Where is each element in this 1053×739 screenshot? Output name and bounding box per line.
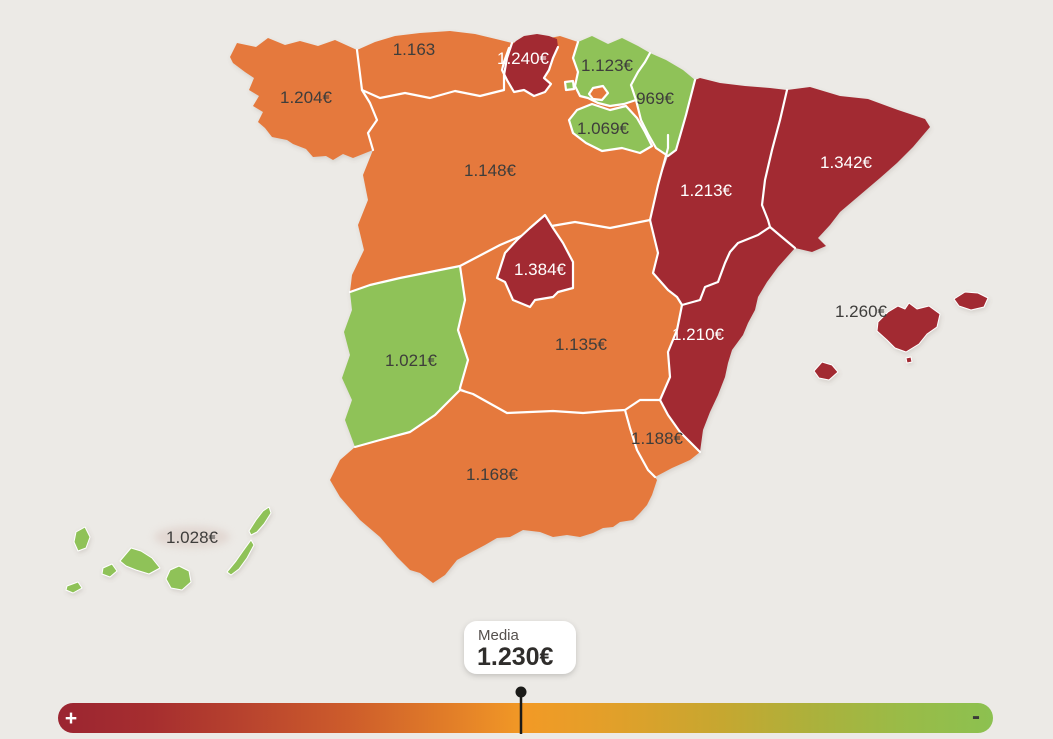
region-villaverde-exclave: [563, 79, 576, 92]
region-extremadura[interactable]: [342, 266, 468, 447]
border-navarra-aragon: [634, 78, 697, 158]
media-callout: Media 1.230€: [464, 621, 576, 674]
island-lanzarote[interactable]: [248, 506, 272, 536]
island-fuerteventura[interactable]: [226, 539, 255, 576]
border-pais-vasco: [571, 40, 652, 108]
border-cantabria: [500, 45, 560, 98]
label-andalucia: 1.168€: [466, 465, 519, 484]
region-madrid[interactable]: [495, 213, 575, 309]
border-extremadura-clm: [456, 264, 470, 392]
island-tenerife[interactable]: [119, 547, 161, 575]
label-comunidad-valenciana: 1.210€: [672, 325, 725, 344]
border-galicia-east: [355, 48, 379, 152]
media-value: 1.230€: [477, 643, 554, 671]
border-aragon-valencia: [680, 225, 772, 307]
border-valencia-murcia: [658, 398, 702, 454]
border-clm-aragon: [648, 218, 684, 307]
region-comunidad-valenciana[interactable]: [660, 227, 795, 452]
region-cantabria[interactable]: [502, 34, 558, 96]
region-trevino-enclave: [587, 84, 610, 102]
label-navarra: 969€: [636, 89, 674, 108]
border-clm-valencia: [658, 303, 684, 402]
spain-map: [65, 31, 989, 594]
label-madrid: 1.384€: [514, 260, 567, 279]
average-marker: [515, 686, 527, 734]
gradient-bar: [58, 703, 993, 733]
island-cabrera: [905, 356, 913, 364]
label-castilla-y-leon: 1.148€: [464, 161, 517, 180]
label-extremadura: 1.021€: [385, 351, 438, 370]
media-title: Media: [478, 627, 520, 644]
border-murcia-andalucia: [623, 408, 657, 479]
border-south-andalucia: [353, 388, 627, 449]
island-la-palma[interactable]: [73, 526, 91, 552]
border-asturias-south: [360, 41, 514, 100]
border-clm-murcia: [623, 398, 662, 412]
region-baleares[interactable]: [813, 291, 989, 381]
canarias-label-halo: [154, 526, 230, 548]
color-scale-legend: + -: [58, 703, 993, 733]
average-marker-dot: [515, 686, 527, 698]
region-aragon[interactable]: [650, 78, 787, 305]
label-murcia: 1.188€: [631, 429, 684, 448]
border-cataluna-valencia: [768, 225, 797, 250]
label-asturias: 1.163: [393, 40, 436, 59]
region-cataluna[interactable]: [762, 87, 930, 252]
label-baleares: 1.260€: [835, 302, 888, 321]
border-cyl-aragon: [648, 133, 670, 222]
border-cyl-clm: [348, 218, 652, 294]
island-mallorca[interactable]: [876, 302, 941, 353]
label-aragon: 1.213€: [680, 181, 733, 200]
island-menorca[interactable]: [953, 291, 989, 311]
label-galicia: 1.204€: [280, 88, 333, 107]
label-canarias: 1.028€: [166, 528, 219, 547]
label-cantabria: 1.240€: [497, 49, 550, 68]
label-la-rioja: 1.069€: [577, 119, 630, 138]
region-labels: 1.204€ 1.163 1.240€ 1.123€ 969€ 1.069€ 1…: [166, 40, 888, 547]
label-pais-vasco: 1.123€: [581, 56, 634, 75]
media-box: [464, 621, 576, 674]
legend-plus-label: +: [65, 707, 77, 730]
legend-minus-label: -: [972, 703, 980, 730]
island-el-hierro[interactable]: [65, 581, 83, 594]
region-castilla-y-leon[interactable]: [350, 36, 668, 292]
region-andalucia[interactable]: [330, 390, 657, 583]
label-cataluna: 1.342€: [820, 153, 873, 172]
label-castilla-la-mancha: 1.135€: [555, 335, 608, 354]
border-aragon-cataluna: [760, 88, 789, 229]
region-murcia[interactable]: [625, 400, 700, 477]
region-canarias[interactable]: [65, 506, 272, 594]
island-gran-canaria[interactable]: [165, 565, 192, 591]
region-la-rioja[interactable]: [567, 102, 654, 155]
region-galicia[interactable]: [230, 38, 377, 160]
island-ibiza[interactable]: [813, 361, 839, 381]
region-asturias[interactable]: [357, 31, 512, 98]
island-la-gomera[interactable]: [101, 563, 118, 578]
